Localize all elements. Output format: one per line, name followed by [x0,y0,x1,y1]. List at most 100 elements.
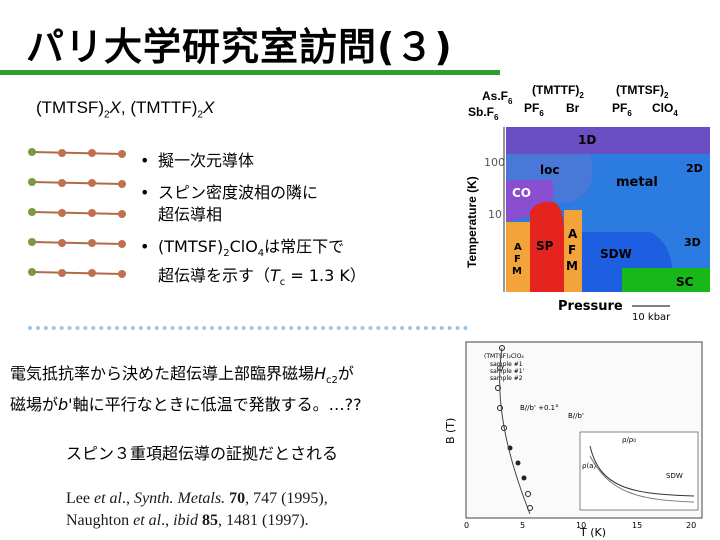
hc2-plot: B (T) T (K) (TMTSF)₂ClO₄ sample #1 sampl… [444,341,703,538]
chain-row-2 [28,178,126,188]
bullet-clo4-sc: (TMTSF)2ClO4は常圧下で 超伝導を示す（Tc = 1.3 K） [140,236,366,294]
hc2-text: 電気抵抗率から決めた超伝導上部臨界磁場 [10,364,315,383]
label-br: Br [566,101,580,115]
bullet-quasi-1d: 擬一次元導体 [140,150,366,172]
bullet-list: 擬一次元導体 スピン密度波相の隣に 超伝導相 (TMTSF)2ClO4は常圧下で… [140,150,366,304]
label-sbf6: Sb.F6 [468,105,499,122]
region-label-3d: 3D [684,236,701,249]
y-tick-10: 10 [488,208,502,221]
legend-entry: sample #1' [490,368,525,375]
references: Lee et al., Synth. Metals. 70, 747 (1995… [66,488,328,532]
title-underline [0,70,500,75]
plot-x-label: T (K) [579,526,606,538]
region-label-afm-a: A [568,227,578,241]
label-asf6: As.F6 [482,89,513,106]
y-tick-100: 100 [484,156,505,169]
region-label-2d: 2D [686,162,703,175]
region-label-afm-a: A [514,242,522,253]
x-tick: 5 [520,521,525,530]
bullet-text: (TMTSF) [158,237,224,256]
hc2-var: b' [58,395,73,415]
region-label-afm-m: M [512,266,522,277]
inset-label: SDW [666,472,683,480]
bullet-sub: c [279,277,286,289]
bullet-var: T [270,266,280,286]
chain-row-1 [28,148,126,158]
hc2-var: H [314,364,327,383]
region-label-sc: SC [676,275,694,289]
bullet-text: 超伝導を示す（ [158,266,271,286]
legend-entry: sample #1 [490,361,523,368]
bullet-text: 超伝導相 [158,205,223,224]
scale-label: 10 kbar [632,312,671,322]
label-pf6-b: PF6 [612,101,632,118]
compound-formula: (TMTSF)2X, (TMTTF)2X [36,98,214,120]
x-tick: 0 [464,521,469,530]
hc2-data-points [495,345,533,515]
label-clo4: ClO4 [652,101,678,118]
slide-title: パリ大学研究室訪問(３) [26,25,453,69]
region-label-afm-f: F [568,243,576,257]
region-label-co: CO [512,186,531,200]
x-tick: 10 [576,521,586,530]
label-tmtsf2: (TMTSF)2 [616,83,669,100]
formula-sub: 2 [103,109,110,121]
chain-row-3 [28,208,126,218]
region-sc [622,268,710,292]
x-tick: 20 [686,521,696,530]
bullet-sdw-sc: スピン密度波相の隣に 超伝導相 [140,182,366,226]
hc2-explanation: 電気抵抗率から決めた超伝導上部臨界磁場Hc2が 磁場がb'軸に平行なときに低温で… [10,362,362,417]
annotation-angle: B//b' +0.1° [520,404,559,412]
reference-2: Naughton et al., ibid 85, 1481 (1997). [66,512,309,529]
chain-row-4 [28,238,126,248]
molecular-chain-illustration [28,148,126,278]
label-pf6-a: PF6 [524,101,544,118]
region-sp [530,201,564,292]
region-label-1d: 1D [578,133,596,147]
region-1d [506,127,710,154]
region-label-sdw: SDW [600,247,632,261]
formula-var: X [202,98,215,117]
x-tick: 15 [632,521,642,530]
hc2-text: 軸に平行なときに低温で発散する。…?? [72,395,362,415]
x-axis-label: Pressure [558,299,623,314]
hc2-text: 磁場が [10,395,59,415]
phase-diagram: As.F6 (TMTTF)2 (TMTSF)2 Sb.F6 PF6 Br PF6… [465,83,710,322]
inset-label: ρ/ρ₀ [622,436,636,444]
region-label-afm-m: M [566,259,578,273]
y-axis-label: Temperature (K) [465,176,479,268]
region-label-sp: SP [536,239,554,253]
chain-row-5 [28,268,126,278]
formula-var: X [109,98,121,117]
bullet-text: = 1.3 K） [285,266,366,286]
region-afm-mid [564,210,582,292]
legend-entry: sample #2 [490,375,523,382]
inset-label: ρ(a) [582,462,596,470]
reference-1: Lee et al., Synth. Metals. 70, 747 (1995… [66,490,328,507]
plot-y-label: B (T) [444,418,457,444]
section-divider [28,326,468,330]
formula-tmtsf: (TMTSF) [36,98,104,117]
bullet-text: は常圧下で [264,237,345,256]
hc2-sub: c2 [326,375,338,387]
bullet-text: ClO [229,237,258,256]
formula-tmttf: (TMTTF) [130,98,198,117]
label-tmttf2: (TMTTF)2 [532,83,584,100]
region-afm-left [506,222,530,292]
legend-title: (TMTSF)₂ClO₄ [484,353,524,360]
region-label-metal: metal [616,175,658,190]
formula-sep: , [120,98,131,117]
bullet-text: 擬一次元導体 [158,151,255,170]
bullet-sub: 2 [223,248,230,260]
plot-legend: (TMTSF)₂ClO₄ sample #1 sample #1' sample… [484,353,525,382]
bullet-sub: 4 [257,248,265,260]
region-label-afm-f: F [514,254,521,265]
triplet-evidence-note: スピン３重項超伝導の証拠だとされる [66,444,339,463]
formula-sub: 2 [197,109,203,121]
annotation-field: B//b' [568,412,584,420]
inset-curve [589,445,695,497]
inset-plot [579,431,699,511]
bullet-text: スピン密度波相の隣に [158,183,319,202]
hc2-text: が [337,364,354,383]
region-label-loc: loc [540,163,559,177]
